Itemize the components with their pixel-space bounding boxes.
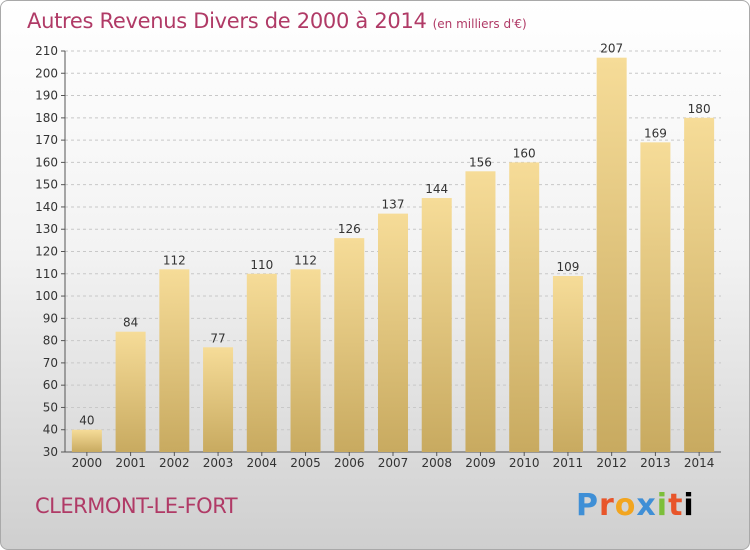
bar: [509, 162, 540, 452]
y-tick-label: 30: [43, 445, 58, 459]
y-tick-label: 160: [35, 155, 58, 169]
bars: [71, 57, 715, 453]
x-tick-label: 2012: [596, 456, 627, 470]
x-tick-label: 2001: [115, 456, 146, 470]
bar: [465, 171, 496, 453]
chart-title-text: Autres Revenus Divers de 2000 à 2014: [27, 9, 427, 33]
value-label: 207: [600, 42, 623, 56]
logo-letter: P: [576, 488, 599, 523]
value-label: 40: [79, 414, 94, 428]
bar: [71, 429, 102, 452]
town-name: CLERMONT-LE-FORT: [35, 494, 238, 518]
bar: [159, 269, 190, 452]
value-label: 169: [644, 126, 667, 140]
value-label: 137: [382, 198, 405, 212]
value-label: 109: [556, 260, 579, 274]
x-tick-label: 2010: [509, 456, 540, 470]
chart-title: Autres Revenus Divers de 2000 à 2014 (en …: [27, 9, 527, 33]
value-label: 112: [163, 253, 186, 267]
logo-letter: i: [683, 488, 695, 523]
x-tick-label: 2002: [159, 456, 190, 470]
logo-letter: x: [636, 488, 657, 523]
value-label: 77: [210, 331, 225, 345]
y-tick-label: 120: [35, 245, 58, 259]
y-tick-label: 150: [35, 178, 58, 192]
bar: [640, 142, 671, 453]
y-tick-label: 130: [35, 222, 58, 236]
y-tick-label: 110: [35, 267, 58, 281]
logo-letter: t: [668, 488, 684, 523]
value-label: 160: [513, 146, 536, 160]
y-tick-labels: 30 40 50 60 70 80 90 100 110 120 130 140 150 160 170 18…: [35, 44, 58, 459]
bar: [421, 198, 452, 452]
bar: [290, 269, 321, 452]
y-tick-label: 70: [43, 356, 58, 370]
x-tick-label: 2006: [334, 456, 365, 470]
value-label: 156: [469, 155, 492, 169]
logo-letter: o: [614, 488, 637, 523]
bar: [334, 238, 365, 452]
x-tick-label: 2011: [553, 456, 584, 470]
x-tick-labels: 2000 2001 2002 2003 2004 2005 2006 2007 2008 2009…: [72, 452, 715, 470]
value-label: 84: [123, 316, 138, 330]
y-tick-label: 210: [35, 44, 58, 58]
bar: [596, 57, 627, 452]
y-tick-label: 80: [43, 334, 58, 348]
value-label: 112: [294, 253, 317, 267]
x-tick-label: 2013: [640, 456, 671, 470]
proxiti-logo: Proxiti: [576, 488, 695, 523]
x-tick-label: 2007: [378, 456, 409, 470]
chart-unit: (en milliers d'€): [432, 17, 527, 31]
x-tick-label: 2005: [290, 456, 321, 470]
value-label: 144: [425, 182, 448, 196]
x-tick-label: 2014: [684, 456, 715, 470]
x-tick-label: 2004: [247, 456, 278, 470]
y-tick-label: 180: [35, 111, 58, 125]
y-tick-label: 40: [43, 423, 58, 437]
bar: [115, 331, 146, 452]
y-tick-label: 200: [35, 66, 58, 80]
x-tick-label: 2003: [203, 456, 234, 470]
value-label: 180: [688, 102, 711, 116]
y-tick-label: 90: [43, 311, 58, 325]
logo-letter: r: [599, 488, 615, 523]
value-label: 126: [338, 222, 361, 236]
y-tick-label: 170: [35, 133, 58, 147]
bar: [203, 347, 234, 452]
y-tick-label: 190: [35, 89, 58, 103]
bar: [552, 276, 583, 452]
bar: [378, 213, 408, 452]
logo-letter: i: [656, 488, 669, 523]
value-label: 110: [250, 258, 273, 272]
bar: [684, 117, 715, 452]
value-labels: 40 84 112 77 110 112 126 137 144 156 160 109 207 169 1…: [79, 42, 710, 428]
y-tick-label: 50: [43, 400, 58, 414]
x-tick-label: 2009: [465, 456, 496, 470]
x-tick-label: 2008: [421, 456, 452, 470]
y-tick-label: 100: [35, 289, 58, 303]
y-tick-label: 140: [35, 200, 58, 214]
x-tick-label: 2000: [72, 456, 103, 470]
y-tick-label: 60: [43, 378, 58, 392]
bar: [246, 273, 277, 452]
